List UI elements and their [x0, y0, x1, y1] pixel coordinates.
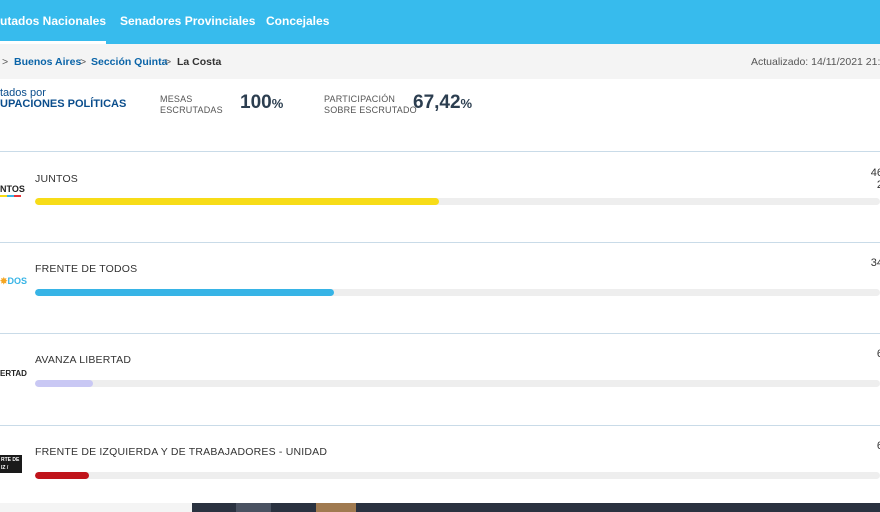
party-logo-juntos: NTOS [0, 184, 25, 197]
percent-sign: % [460, 96, 473, 111]
party-bar-fill [35, 472, 90, 479]
breadcrumb-separator: > [2, 56, 9, 68]
party-percentage-value: 6 [876, 440, 880, 452]
results-summary: tados por UPACIONES POLÍTICAS MESAS ESCR… [0, 79, 880, 149]
party-votes-value: 2 [876, 179, 880, 191]
party-bar-track [35, 289, 880, 296]
breadcrumb-buenos-aires[interactable]: Buenos Aires [14, 56, 82, 68]
party-bar-track [35, 198, 880, 205]
party-bar-fill [35, 380, 94, 387]
top-navigation: utados Nacionales Senadores Provinciales… [0, 0, 880, 44]
tab-diputados-nacionales[interactable]: utados Nacionales [0, 0, 107, 44]
participacion-number: 67,42 [413, 92, 461, 113]
party-bar-fill [35, 289, 335, 296]
percent-sign: % [271, 96, 284, 111]
party-name: FRENTE DE TODOS [35, 263, 138, 275]
party-logo-text: DOS [7, 276, 28, 286]
breadcrumb-seccion-quinta[interactable]: Sección Quinta [91, 56, 168, 68]
party-row-frente-de-todos[interactable]: ✸DOS FRENTE DE TODOS 34 [0, 242, 880, 318]
bottom-strip-segment [236, 503, 271, 512]
party-bar-track [35, 472, 880, 479]
results-heading-line1: tados por [0, 87, 46, 99]
breadcrumb-separator: > [165, 56, 172, 68]
party-percentage-value: 46 [870, 167, 880, 179]
mesas-value: 100% [240, 92, 283, 114]
party-logo-avanza-libertad: ERTAD [0, 369, 27, 378]
party-percentage: 6 [877, 348, 880, 360]
mesas-label-line1: MESAS [160, 94, 193, 104]
party-percentage-value: 6 [876, 348, 880, 360]
participacion-label-line2: SOBRE ESCRUTADO [324, 105, 417, 115]
mesas-label-line2: ESCRUTADAS [160, 105, 223, 115]
participacion-label-line1: PARTICIPACIÓN [324, 94, 396, 104]
party-bar-fill [35, 198, 439, 205]
party-percentage: 46 2 [871, 167, 880, 191]
tab-concejales[interactable]: Concejales [266, 14, 330, 28]
party-name: FRENTE DE IZQUIERDA Y DE TRABAJADORES - … [35, 446, 328, 458]
party-name: AVANZA LIBERTAD [35, 354, 132, 366]
results-heading-line2: UPACIONES POLÍTICAS [0, 98, 127, 110]
breadcrumb-separator: > [80, 56, 87, 68]
party-percentage-value: 34 [870, 257, 880, 269]
breadcrumb-la-costa: La Costa [177, 56, 222, 68]
party-logo-frente-de-todos: ✸DOS [0, 276, 27, 287]
party-percentage: 34 [871, 257, 880, 269]
breadcrumb: > Buenos Aires > Sección Quinta > La Cos… [0, 44, 880, 79]
party-name: JUNTOS [35, 173, 79, 185]
party-row-fit-unidad[interactable]: RTE DE IZ / BERDA FRENTE DE IZQUIERDA Y … [0, 425, 880, 503]
party-row-juntos[interactable]: NTOS JUNTOS 46 2 [0, 151, 880, 242]
bottom-strip-segment [0, 503, 192, 512]
party-percentage: 6 [877, 440, 880, 452]
mesas-number: 100 [240, 92, 272, 113]
sun-icon: ✸ [0, 276, 8, 286]
party-bar-track [35, 380, 880, 387]
participacion-value: 67,42% [413, 92, 472, 114]
party-logo-fit: RTE DE IZ / BERDA [0, 455, 22, 473]
party-row-avanza-libertad[interactable]: ERTAD AVANZA LIBERTAD 6 [0, 333, 880, 410]
party-logo-text: NTOS [0, 184, 25, 194]
tab-senadores-provinciales[interactable]: Senadores Provinciales [120, 14, 256, 28]
party-logo-stripe [0, 195, 21, 197]
updated-timestamp: Actualizado: 14/11/2021 21:55h [751, 56, 880, 68]
bottom-strip [0, 503, 880, 512]
bottom-strip-segment [316, 503, 356, 512]
